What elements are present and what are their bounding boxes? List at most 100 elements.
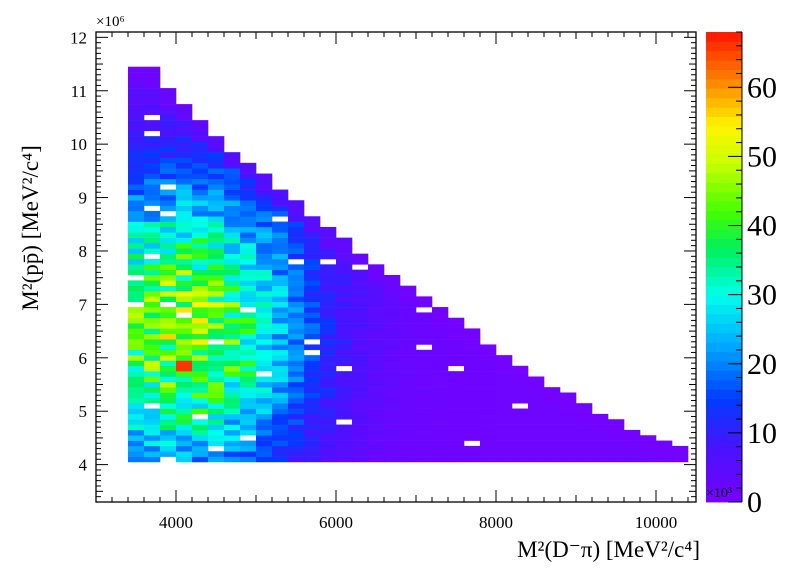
heatmap-bin: [480, 387, 497, 393]
heatmap-bin: [336, 392, 353, 399]
y-tick-label: 4: [79, 456, 88, 475]
heatmap-bin: [432, 323, 449, 329]
heatmap-bin: [144, 242, 161, 249]
heatmap-bin: [160, 114, 177, 121]
heatmap-bin: [272, 264, 289, 270]
heatmap-bin: [592, 419, 609, 425]
heatmap-bin: [144, 291, 161, 297]
heatmap-bin: [272, 381, 289, 388]
heatmap-bin: [288, 344, 305, 351]
heatmap-bin: [192, 157, 209, 164]
heatmap-bin: [144, 397, 161, 404]
heatmap-bin: [240, 178, 257, 185]
heatmap-bin: [640, 456, 657, 463]
heatmap-bin: [224, 403, 241, 409]
heatmap-bin: [240, 226, 257, 233]
heatmap-bin: [304, 226, 321, 233]
heatmap-bin: [512, 456, 529, 463]
heatmap-bin: [128, 194, 145, 201]
heatmap-bin: [528, 451, 545, 457]
heatmap-bin: [352, 333, 369, 340]
heatmap-bin: [192, 296, 209, 303]
heatmap-bin: [416, 323, 433, 329]
color-scale-bin: [706, 408, 742, 418]
heatmap-bin: [224, 248, 241, 254]
heatmap-bin: [400, 403, 417, 409]
heatmap-bin: [144, 226, 161, 233]
y-multiplier: ×10⁶: [96, 14, 125, 30]
heatmap-bin: [272, 376, 289, 383]
heatmap-bin: [384, 307, 401, 313]
heatmap-bin: [208, 451, 225, 457]
heatmap-bin: [208, 162, 225, 169]
heatmap-bin: [496, 381, 513, 388]
heatmap-bin: [176, 291, 193, 297]
heatmap-bin: [240, 296, 257, 303]
heatmap-bin: [224, 408, 241, 415]
heatmap-bin: [128, 237, 145, 244]
heatmap-bin: [528, 419, 545, 425]
z-tick-label: 0: [747, 486, 762, 519]
color-scale-bin: [706, 342, 742, 352]
heatmap-bin: [224, 226, 241, 233]
heatmap-bin: [320, 333, 337, 340]
heatmap-bin: [288, 291, 305, 297]
heatmap-bin: [368, 424, 385, 431]
heatmap-bin: [256, 189, 273, 196]
heatmap-bin: [208, 141, 225, 148]
heatmap-bin: [128, 323, 145, 329]
heatmap-bin: [160, 168, 177, 174]
heatmap-bin: [576, 456, 593, 463]
heatmap-bin: [528, 429, 545, 436]
heatmap-bin: [368, 355, 385, 361]
heatmap-bin: [144, 429, 161, 436]
heatmap-bin: [160, 269, 177, 276]
heatmap-bin: [192, 173, 209, 180]
heatmap-bin: [480, 419, 497, 425]
heatmap-bin: [272, 194, 289, 201]
heatmap-bin: [544, 440, 561, 447]
heatmap-bin: [288, 307, 305, 313]
heatmap-bin: [336, 280, 353, 286]
heatmap-bin: [256, 194, 273, 201]
heatmap-bin: [256, 392, 273, 399]
heatmap-bin: [160, 232, 177, 238]
heatmap-bin: [192, 120, 209, 126]
heatmap-bin: [416, 456, 433, 463]
heatmap-bin: [160, 381, 177, 388]
heatmap-bin: [144, 435, 161, 441]
heatmap-bin: [176, 451, 193, 457]
heatmap-bin: [128, 221, 145, 228]
heatmap-bin: [192, 435, 209, 441]
heatmap-bin: [432, 376, 449, 383]
heatmap-bin: [288, 216, 305, 222]
heatmap-bin: [400, 397, 417, 404]
heatmap-bin: [320, 456, 337, 463]
heatmap-bin: [304, 301, 321, 308]
heatmap-bin: [224, 269, 241, 276]
heatmap-bin: [224, 413, 241, 420]
heatmap-bin: [336, 269, 353, 276]
heatmap-bin: [176, 184, 193, 190]
heatmap-bin: [304, 365, 321, 372]
heatmap-bin: [240, 285, 257, 292]
heatmap-bin: [224, 237, 241, 244]
heatmap-bin: [128, 242, 145, 249]
heatmap-bin: [144, 72, 161, 78]
heatmap-bin: [240, 200, 257, 206]
heatmap-bin: [352, 307, 369, 313]
heatmap-bin: [608, 435, 625, 441]
heatmap-bin: [496, 403, 513, 409]
heatmap-bin: [176, 226, 193, 233]
heatmap-bin: [352, 376, 369, 383]
heatmap-bin: [672, 456, 689, 463]
heatmap-bin: [224, 451, 241, 457]
heatmap-bin: [592, 445, 609, 452]
heatmap-bin: [320, 291, 337, 297]
heatmap-bin: [352, 403, 369, 409]
heatmap-bin: [160, 120, 177, 126]
heatmap-bin: [336, 408, 353, 415]
heatmap-bin: [192, 189, 209, 196]
heatmap-bin: [272, 200, 289, 206]
heatmap-bin: [480, 408, 497, 415]
